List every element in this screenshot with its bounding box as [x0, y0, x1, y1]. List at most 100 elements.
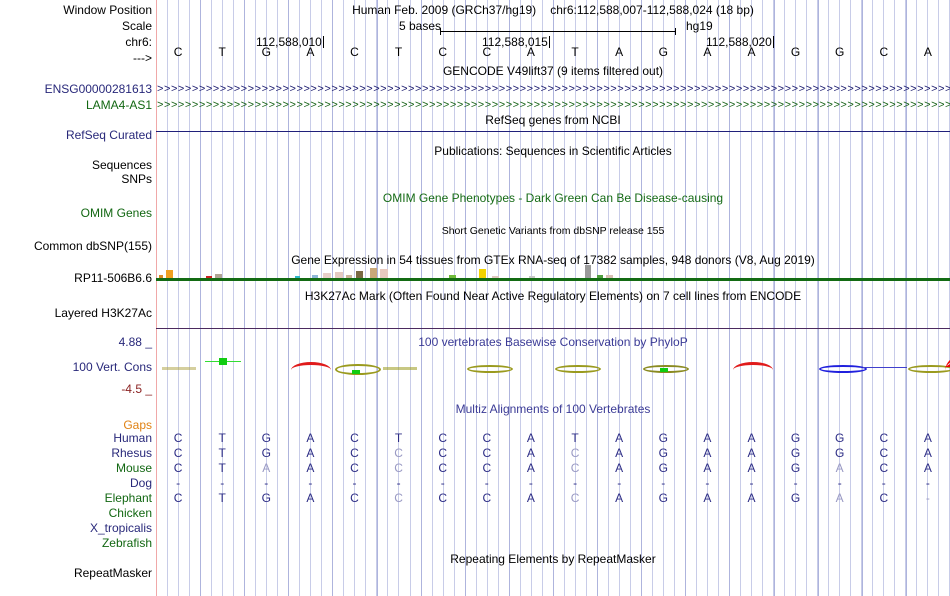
- alignment-base: A: [526, 491, 535, 505]
- scale-bar-row: 5 bases hg19: [156, 19, 950, 35]
- publications-label-snps[interactable]: SNPs: [121, 172, 152, 186]
- conservation-top-divider: [156, 328, 950, 329]
- alignment-base: C: [570, 461, 580, 475]
- alignment-base: -: [793, 476, 798, 490]
- chrom-label: chr6:: [125, 35, 152, 49]
- species-label-dog[interactable]: Dog: [129, 476, 152, 490]
- species-label-zebrafish[interactable]: Zebrafish: [101, 536, 152, 550]
- conservation-mark: [818, 365, 867, 373]
- alignment-base: C: [482, 431, 492, 445]
- alignment-base: G: [790, 446, 801, 460]
- gtex-bar: [370, 268, 377, 278]
- alignment-base: C: [438, 491, 448, 505]
- publications-label-sequences[interactable]: Sequences: [91, 158, 152, 172]
- gtex-label[interactable]: RP11-506B6.6: [74, 271, 152, 285]
- gene-label-lama4as1[interactable]: LAMA4-AS1: [85, 98, 152, 112]
- refseq-divider: [156, 131, 950, 132]
- alignment-base: C: [482, 491, 492, 505]
- sequence-base: A: [703, 45, 712, 59]
- alignment-base: -: [925, 476, 930, 490]
- alignment-base: G: [261, 431, 271, 445]
- alignment-base: T: [218, 446, 226, 460]
- refseq-center-title: RefSeq genes from NCBI: [485, 113, 621, 127]
- scale-bar: [440, 28, 676, 35]
- alignment-base: A: [615, 491, 624, 505]
- gene-arrows-ensg[interactable]: >>>>>>>>>>>>>>>>>>>>>>>>>>>>>>>>>>>>>>>>…: [157, 84, 950, 95]
- assembly-title: Human Feb. 2009 (GRCh37/hg19): [352, 3, 537, 17]
- sequence-base: G: [658, 45, 668, 59]
- alignment-base: A: [835, 461, 844, 475]
- alignment-base: C: [570, 491, 580, 505]
- scale-label: Scale: [121, 19, 152, 33]
- alignment-base: C: [173, 431, 183, 445]
- sequence-base: C: [482, 45, 492, 59]
- gtex-bar: [492, 276, 499, 278]
- alignment-base: A: [747, 461, 756, 475]
- sequence-base: A: [747, 45, 756, 59]
- alignment-base: A: [526, 431, 535, 445]
- gtex-bar: [529, 276, 535, 278]
- gencode-center-title: GENCODE V49lift37 (9 items filtered out): [442, 64, 664, 78]
- dbsnp-label[interactable]: Common dbSNP(155): [33, 239, 152, 253]
- alignment-base: T: [218, 431, 226, 445]
- gtex-bar: [346, 275, 352, 278]
- sequence-base: C: [173, 45, 183, 59]
- conservation-mark: [862, 367, 907, 368]
- alignment-base: G: [658, 461, 668, 475]
- alignment-base: G: [835, 431, 845, 445]
- conservation-wiggle[interactable]: [157, 338, 950, 396]
- gene-arrows-lama4as1[interactable]: >>>>>>>>>>>>>>>>>>>>>>>>>>>>>>>>>>>>>>>>…: [157, 100, 950, 111]
- conservation-label[interactable]: 100 Vert. Cons: [72, 360, 152, 374]
- species-label-elephant[interactable]: Elephant: [104, 491, 152, 505]
- alignment-base: A: [703, 431, 712, 445]
- gtex-barchart[interactable]: [157, 264, 950, 278]
- species-label-mouse[interactable]: Mouse: [115, 461, 152, 475]
- repeatmasker-label[interactable]: RepeatMasker: [73, 566, 152, 580]
- h3k27ac-label[interactable]: Layered H3K27Ac: [54, 306, 152, 320]
- repeatmasker-center-title: Repeating Elements by RepeatMasker: [450, 552, 656, 566]
- sequence-base: A: [923, 45, 932, 59]
- omim-center-title: OMIM Gene Phenotypes - Dark Green Can Be…: [382, 191, 724, 205]
- alignment-base: A: [306, 446, 315, 460]
- species-label-chicken[interactable]: Chicken: [108, 506, 152, 520]
- alignment-row: [156, 537, 950, 550]
- alignment-base: -: [528, 476, 533, 490]
- gtex-bar: [380, 269, 388, 278]
- gtex-bar: [206, 276, 212, 278]
- conservation-mark: [907, 365, 950, 373]
- alignment-base: C: [394, 461, 403, 475]
- gene-label-ensg[interactable]: ENSG00000281613: [44, 82, 152, 96]
- alignment-base: -: [705, 476, 710, 490]
- scale-text: 5 bases: [399, 19, 442, 33]
- gtex-bar: [159, 275, 163, 278]
- omim-label[interactable]: OMIM Genes: [80, 206, 152, 220]
- alignment-base: -: [881, 476, 886, 490]
- alignment-base: C: [350, 491, 359, 505]
- species-label-x_tropicalis[interactable]: X_tropicalis: [89, 521, 152, 535]
- sequence-base: A: [526, 45, 535, 59]
- alignment-base: C: [350, 461, 359, 475]
- species-label-rhesus[interactable]: Rhesus: [111, 446, 152, 460]
- alignment-base: G: [658, 446, 668, 460]
- gtex-bar: [295, 276, 300, 278]
- alignment-base: A: [615, 431, 624, 445]
- alignment-base: -: [220, 476, 225, 490]
- alignment-base: A: [923, 446, 932, 460]
- alignment-base: C: [173, 446, 183, 460]
- conservation-mark: [466, 365, 513, 373]
- conservation-mark: [555, 365, 602, 373]
- species-label-human[interactable]: Human: [113, 431, 152, 445]
- alignment-base: C: [394, 491, 403, 505]
- conservation-min-label: -4.5 _: [121, 382, 152, 396]
- alignment-base: C: [350, 446, 359, 460]
- alignment-base: -: [352, 476, 357, 490]
- gtex-bar: [166, 270, 173, 278]
- alignment-base: -: [396, 476, 401, 490]
- conservation-mark: [660, 368, 669, 372]
- alignment-base: -: [837, 476, 842, 490]
- refseq-label[interactable]: RefSeq Curated: [65, 128, 152, 142]
